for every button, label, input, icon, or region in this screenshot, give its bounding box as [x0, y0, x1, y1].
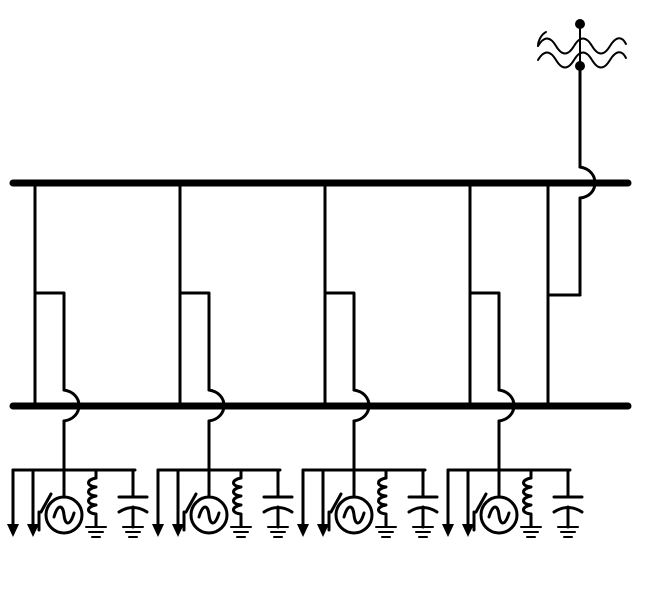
feeder-link-line: [468, 291, 501, 392]
ac-generator-icon: [44, 495, 84, 535]
transformer-icon: [537, 19, 627, 71]
bus-crossover: [207, 388, 226, 423]
bus-crossover: [62, 388, 81, 423]
inductor-icon: [522, 476, 533, 528]
switch-icon: [184, 492, 198, 514]
load-arrow-icon: [7, 524, 19, 537]
load-arrow-icon: [27, 524, 39, 537]
load-arrow-icon: [317, 524, 329, 537]
feeder-bay: [7, 181, 149, 538]
sine-wave-icon: [197, 505, 221, 525]
load-arrow-icon: [152, 524, 164, 537]
load-arrow-icon: [172, 524, 184, 537]
switch-icon: [474, 492, 488, 514]
inductor-icon: [232, 476, 243, 528]
ac-generator-icon: [189, 495, 229, 535]
feeder-bay: [297, 181, 439, 538]
bus-crossover: [497, 388, 516, 423]
sine-wave-icon: [342, 505, 366, 525]
switch-icon: [329, 492, 343, 514]
inductor-icon: [377, 476, 388, 528]
ac-generator-icon: [479, 495, 519, 535]
feeder-bay: [152, 181, 294, 538]
ac-generator-icon: [334, 495, 374, 535]
load-arrow-icon: [297, 524, 309, 537]
switch-icon: [39, 492, 53, 514]
feeder-bays: [7, 181, 584, 538]
load-arrow-icon: [442, 524, 454, 537]
sine-wave-icon: [52, 505, 76, 525]
inductor-icon: [87, 476, 98, 528]
bus-crossover: [352, 388, 371, 423]
sine-wave-icon: [487, 505, 511, 525]
feeder-link-line: [323, 291, 356, 392]
feeder-link-line: [178, 291, 211, 392]
transformer-feeder-line: [546, 64, 597, 409]
load-arrow-icon: [462, 524, 474, 537]
feeder-link-line: [33, 291, 66, 392]
feeder-bay: [442, 181, 584, 538]
